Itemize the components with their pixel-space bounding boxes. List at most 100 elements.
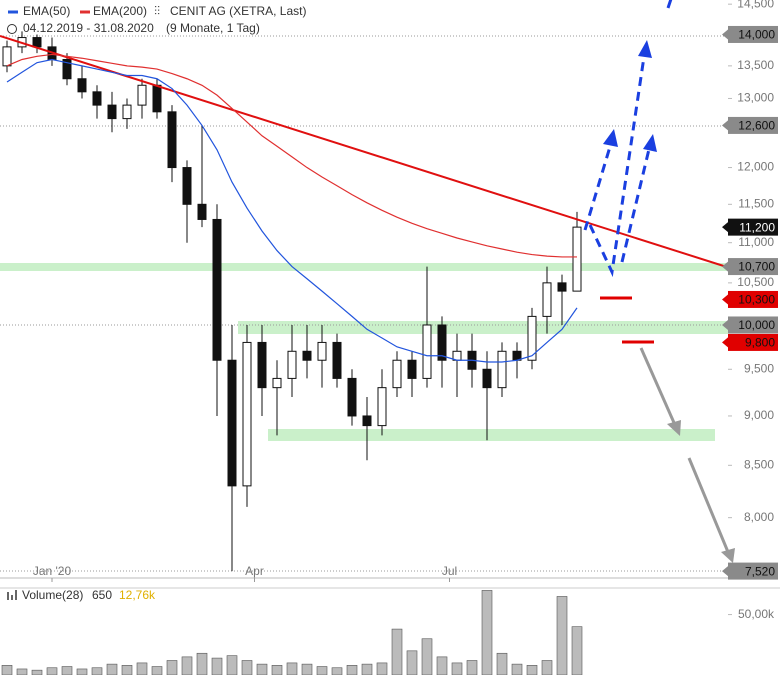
x-tick-label: Apr [245, 564, 264, 578]
y-tick-label: 12,000 [737, 160, 774, 174]
volume-bar [121, 665, 133, 675]
ema-line [6, 53, 577, 258]
volume-current: 650 [92, 588, 112, 602]
volume-bar [151, 666, 163, 675]
y-tick-label: 8,000 [744, 510, 774, 524]
level-box [728, 290, 778, 308]
candle-body [92, 91, 102, 106]
volume-bar [376, 662, 388, 675]
candle-body [257, 341, 267, 389]
zone [238, 321, 728, 334]
candle-body [557, 282, 567, 292]
volume-bar [451, 662, 463, 675]
volume-bar [406, 650, 418, 675]
candle-body [392, 359, 402, 389]
y-tick-label: 10,500 [737, 275, 774, 289]
level-pointer [722, 261, 728, 272]
volume-bar [241, 660, 253, 675]
trendline [0, 35, 731, 269]
level-pointer [722, 222, 728, 233]
volume-bar [331, 667, 343, 675]
candle-body [107, 104, 117, 120]
vol-icon [7, 592, 9, 600]
level-label: 9,800 [745, 336, 775, 350]
volume-bar [16, 668, 28, 675]
volume-bar [571, 626, 583, 675]
level-pointer [722, 319, 728, 330]
y-tick-label: 8,500 [744, 457, 774, 471]
candle-body [227, 359, 237, 487]
candle-body [422, 324, 432, 379]
volume-bar [301, 663, 313, 675]
candle-body [152, 84, 162, 113]
volume-bar [31, 669, 43, 675]
y-tick-label: 11,500 [738, 196, 774, 210]
candle-body [272, 377, 282, 389]
candle-body [287, 350, 297, 379]
candle-body [212, 218, 222, 361]
volume-bar [526, 665, 538, 675]
candle-body [332, 341, 342, 379]
volume-bar [271, 665, 283, 675]
level-label: 11,200 [739, 220, 775, 234]
volume-bar [256, 663, 268, 675]
volume-bar [136, 662, 148, 675]
date-range: 04.12.2019 - 31.08.2020 [23, 21, 154, 35]
candle-body [362, 415, 372, 427]
period: (9 Monate, 1 Tag) [166, 21, 260, 35]
candle-body [482, 368, 492, 389]
level-box [728, 333, 778, 351]
y-tick-label: 11,000 [738, 235, 774, 249]
volume-bar [391, 628, 403, 675]
level-box [728, 25, 778, 43]
x-tick-label: Jan '20 [33, 564, 72, 578]
y-tick-label: 9,500 [744, 361, 774, 375]
candle-body [32, 37, 42, 48]
candle-body [542, 282, 552, 317]
volume-bar [421, 638, 433, 675]
level-label: 10,700 [738, 260, 775, 274]
volume-bar [76, 668, 88, 675]
y-tick-label: 13,000 [737, 91, 774, 105]
y-tick-label: 9,000 [744, 408, 774, 422]
candle-body [407, 359, 417, 379]
volume-bar [91, 667, 103, 675]
volume-bar [436, 656, 448, 675]
zone [0, 263, 728, 271]
ema-line [6, 58, 578, 363]
level-label: 10,000 [738, 318, 775, 332]
candle-body [437, 324, 447, 361]
volume-bar [211, 657, 223, 675]
level-box [728, 562, 778, 580]
volume-bar [316, 666, 328, 675]
volume-bar [226, 655, 238, 675]
volume-bar [286, 662, 298, 675]
candle-icon: ⫶⫶ [154, 4, 160, 18]
volume-label: Volume(28) [22, 588, 83, 602]
zone [268, 429, 715, 441]
candle-body [2, 46, 12, 67]
volume-bar [361, 663, 373, 675]
level-label: 7,520 [745, 564, 775, 578]
level-pointer [722, 294, 728, 305]
volume-bar [346, 665, 358, 675]
volume-bar [556, 596, 568, 675]
candle-body [242, 341, 252, 487]
volume-bar [481, 590, 493, 675]
legend-label: EMA(50) [23, 4, 70, 18]
candle-body [77, 78, 87, 93]
level-box [728, 316, 778, 334]
volume-bar [61, 666, 73, 675]
level-box [728, 218, 778, 236]
level-pointer [722, 120, 728, 131]
volume-bar [511, 663, 523, 675]
candle-body [122, 104, 132, 120]
plot [2, 31, 582, 572]
level-box [728, 116, 778, 134]
candle-body [497, 350, 507, 389]
level-label: 12,600 [738, 119, 775, 133]
candle-body [302, 350, 312, 361]
volume-average: 12,76k [119, 588, 156, 602]
x-tick-label: Jul [442, 564, 457, 578]
clock-icon [7, 24, 17, 34]
